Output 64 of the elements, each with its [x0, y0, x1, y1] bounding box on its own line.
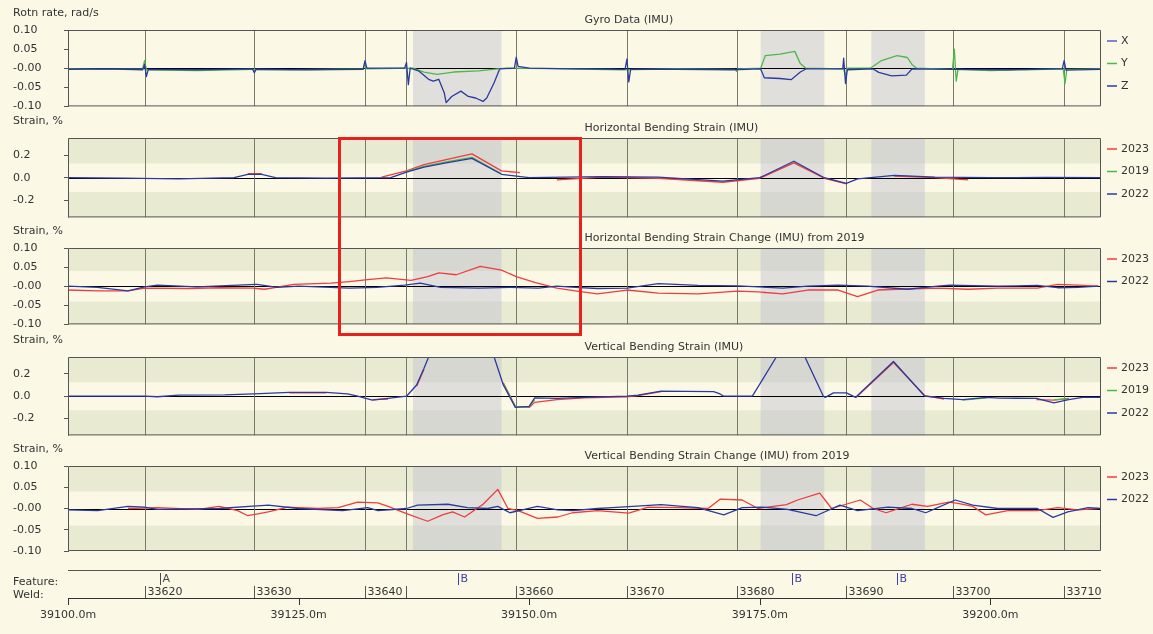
- text: 33620: [147, 584, 183, 598]
- y-tick-label: 0.05: [13, 480, 38, 494]
- legend-label: 2022: [1121, 405, 1149, 419]
- legend-label: 2019: [1121, 164, 1149, 178]
- y-axis-title: Rotn rate, rad/s: [13, 5, 99, 19]
- legend-label: 2022: [1121, 492, 1149, 506]
- x-tick-label: 39125.0m: [270, 608, 327, 622]
- x-tick-label: 39100.0m: [39, 608, 97, 622]
- y-axis-title: Strain, %: [13, 113, 64, 127]
- text: 33660: [518, 584, 554, 598]
- text: Feature:: [13, 574, 59, 588]
- y-tick-label: 0.10: [13, 458, 38, 472]
- legend-label: X: [1121, 33, 1129, 47]
- legend-label: Z: [1121, 78, 1129, 92]
- text: 33710: [1066, 584, 1102, 598]
- y-tick-label: -0.2: [13, 193, 35, 207]
- legend-label: 2023: [1121, 360, 1149, 374]
- legend-label: 2023: [1121, 141, 1149, 155]
- x-tick-label: 39175.0m: [731, 608, 788, 622]
- y-tick-label: 0.2: [13, 366, 31, 380]
- legend-label: 2023: [1121, 469, 1149, 483]
- legend-label: 2022: [1121, 186, 1149, 200]
- text: 33690: [848, 584, 884, 598]
- y-tick-label: 0.0: [13, 170, 31, 184]
- y-tick-label: 0.0: [13, 389, 31, 403]
- text: 33640: [367, 584, 403, 598]
- y-tick-label: -0.05: [13, 80, 42, 94]
- y-axis-title: Strain, %: [13, 441, 64, 455]
- ref-line-label: B: [899, 571, 908, 585]
- y-tick-label: -0.10: [13, 317, 42, 331]
- text: 33630: [256, 584, 292, 598]
- text: Weld:: [13, 587, 44, 601]
- legend-label: Y: [1120, 56, 1128, 70]
- chart-title: Vertical Bending Strain Change (IMU) from 2019: [584, 448, 850, 462]
- y-tick-label: -0.05: [13, 298, 42, 312]
- x-tick-label: 39150.0m: [501, 608, 558, 622]
- chart-title: Vertical Bending Strain (IMU): [584, 339, 744, 353]
- y-tick-label: 0.10: [13, 22, 38, 36]
- text: 33700: [955, 584, 991, 598]
- legend-label: 2022: [1121, 274, 1149, 288]
- chart-title: Horizontal Bending Strain Change (IMU) from 2019: [584, 230, 865, 244]
- y-tick-label: -0.05: [13, 522, 42, 536]
- y-tick-label: -0.10: [13, 99, 42, 113]
- y-tick-label: 0.05: [13, 259, 38, 273]
- ref-line-label: B: [794, 571, 803, 585]
- text: 33680: [739, 584, 775, 598]
- y-tick-label: 0.10: [13, 240, 38, 254]
- chart-title: Horizontal Bending Strain (IMU): [584, 120, 759, 134]
- y-tick-label: -0.00: [13, 279, 42, 293]
- text: 33670: [629, 584, 665, 598]
- y-axis-title: Strain, %: [13, 332, 64, 346]
- ref-line-label: B: [460, 571, 469, 585]
- legend-label: 2023: [1121, 251, 1149, 265]
- y-tick-label: -0.00: [13, 61, 42, 75]
- y-axis-title: Strain, %: [13, 223, 64, 237]
- ref-line-label: A: [162, 571, 171, 585]
- legend-label: 2019: [1121, 383, 1149, 397]
- y-tick-label: 0.05: [13, 41, 38, 55]
- x-tick-label: 39200.0m: [962, 608, 1019, 622]
- y-tick-label: -0.00: [13, 501, 42, 515]
- y-tick-label: -0.10: [13, 543, 42, 557]
- y-tick-label: 0.2: [13, 147, 31, 161]
- chart-title: Gyro Data (IMU): [584, 12, 674, 26]
- y-tick-label: -0.2: [13, 411, 35, 425]
